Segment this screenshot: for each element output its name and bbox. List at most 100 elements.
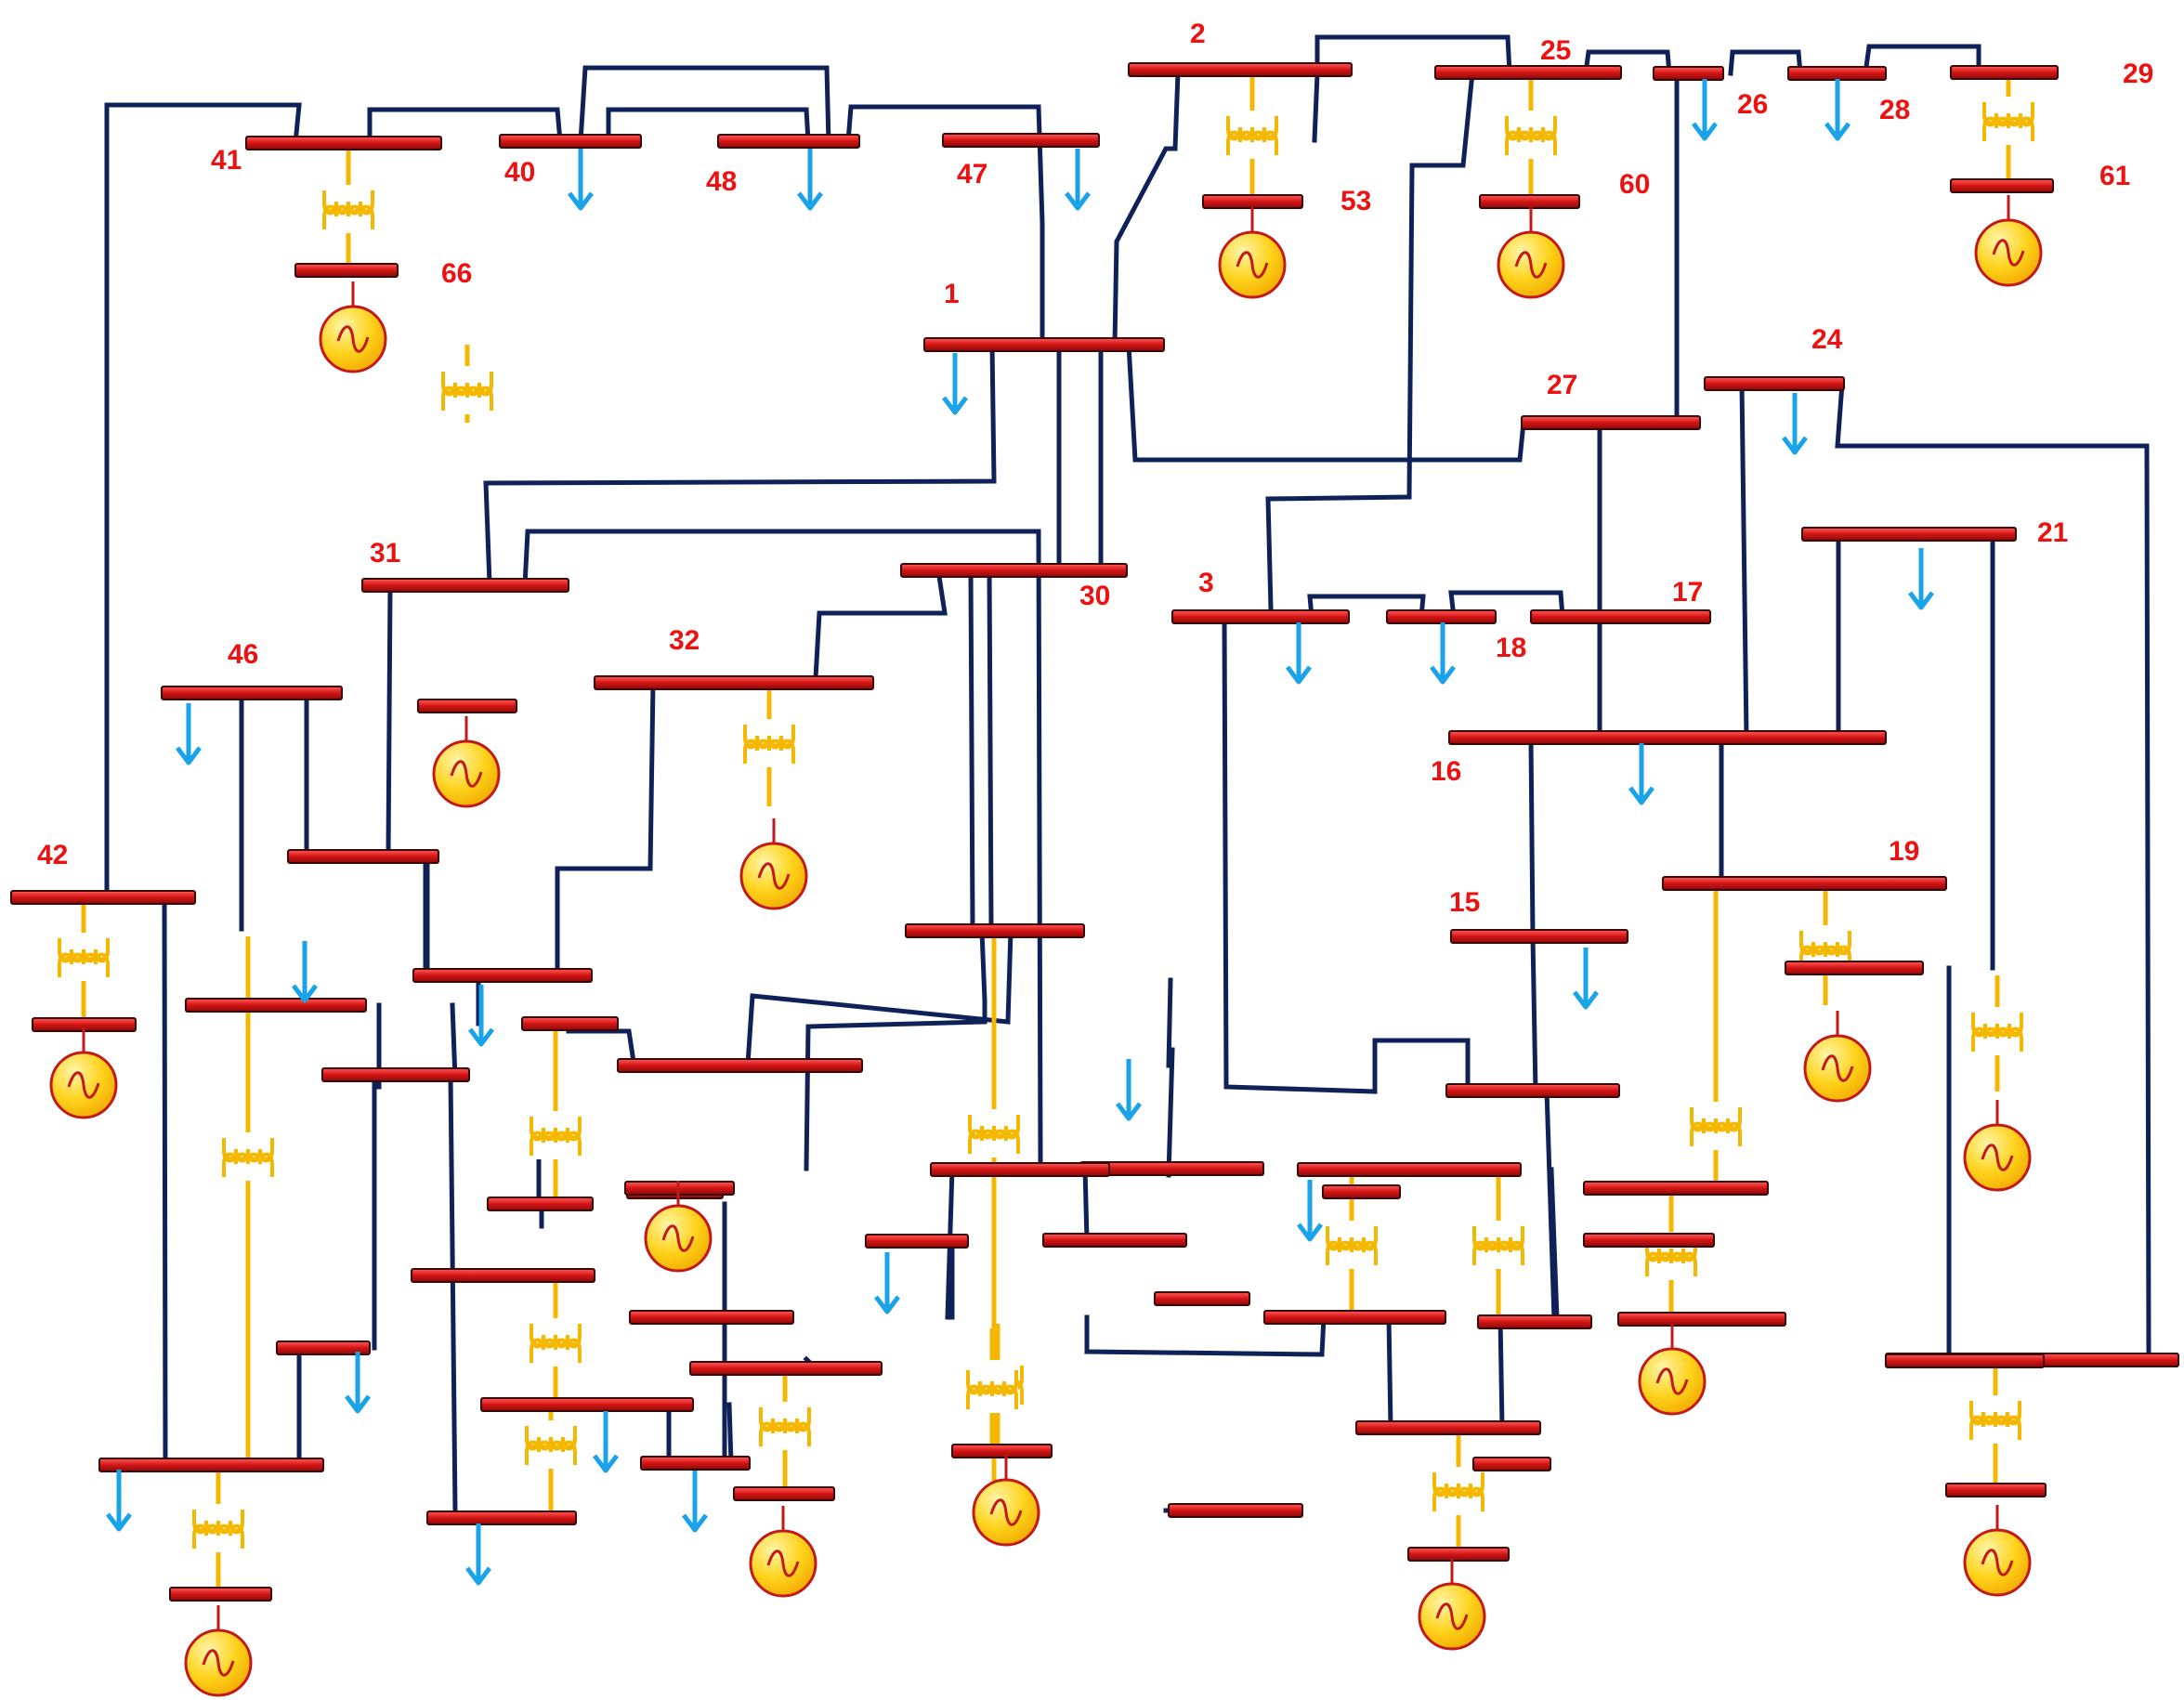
- bus-bar: [161, 686, 343, 700]
- bus-bar: [321, 1067, 470, 1082]
- transmission-line: [745, 928, 1014, 1066]
- transmission-line: [1222, 614, 1471, 1094]
- transmission-line: [1583, 49, 1672, 76]
- bus-bar: [930, 1162, 1110, 1177]
- transmission-line: [813, 568, 948, 681]
- transmission-line: [1084, 1314, 1327, 1357]
- bus-bar: [640, 1456, 751, 1471]
- bus-bar: [245, 136, 442, 150]
- load-arrow-icon: [874, 1252, 900, 1314]
- bus-bar: [1168, 1503, 1303, 1518]
- transformer-icon: [530, 1111, 582, 1159]
- bus-bar: [717, 134, 860, 149]
- generator-icon: [739, 818, 808, 910]
- bus-label-19: 19: [1889, 836, 1919, 867]
- transmission-line: [987, 568, 994, 932]
- transformer-icon: [1226, 111, 1278, 159]
- transmission-line: [1082, 1166, 1090, 1243]
- bus-label-17: 17: [1672, 577, 1703, 608]
- generator-icon: [1974, 195, 2043, 287]
- bus-bar: [865, 1234, 969, 1249]
- load-arrow-icon: [593, 1411, 619, 1473]
- bus-bar: [923, 337, 1165, 352]
- generator-icon: [184, 1605, 253, 1697]
- bus-bar: [1477, 1314, 1592, 1329]
- bus-label-61: 61: [2099, 161, 2130, 191]
- bus-bar: [1263, 1310, 1446, 1325]
- bus-bar: [1945, 1483, 2047, 1497]
- transformer-icon: [222, 1132, 274, 1181]
- transmission-line: [845, 104, 1045, 347]
- bus-bar: [98, 1458, 324, 1472]
- bus-bar: [1704, 376, 1845, 391]
- bus-label-53: 53: [1340, 186, 1371, 216]
- bus-bar: [900, 563, 1128, 578]
- transformer-icon: [1326, 1221, 1378, 1269]
- bus-label-41: 41: [211, 145, 242, 176]
- transmission-line: [367, 107, 563, 146]
- bus-label-66: 66: [441, 258, 472, 289]
- load-arrow-icon: [1692, 79, 1718, 141]
- bus-bar: [1885, 1353, 2045, 1368]
- transmission-line: [1863, 44, 1981, 76]
- bus-bar: [426, 1510, 577, 1525]
- transformer-icon: [1505, 111, 1557, 159]
- bus-bar: [487, 1197, 594, 1211]
- transformer-icon: [1432, 1467, 1484, 1515]
- generator-icon: [49, 1027, 118, 1119]
- bus-bar: [361, 578, 569, 593]
- bus-bar: [1202, 194, 1303, 209]
- transmission-line: [1166, 1047, 1175, 1178]
- load-arrow-icon: [176, 703, 202, 765]
- loads: [106, 79, 1934, 1586]
- transformer-icon: [759, 1402, 811, 1450]
- transformer-icon: [322, 185, 374, 233]
- bus-label-15: 15: [1449, 887, 1480, 918]
- load-arrow-icon: [1573, 948, 1599, 1010]
- bus-label-32: 32: [669, 625, 700, 656]
- transmission-line: [386, 582, 393, 856]
- generator-icon: [972, 1455, 1040, 1547]
- load-arrow-icon: [1297, 1180, 1323, 1242]
- transmission-line: [1112, 70, 1181, 347]
- bus-bar: [1450, 929, 1628, 944]
- transmission-lines: [104, 34, 2151, 1514]
- generator-icon: [1803, 1011, 1872, 1103]
- bus-label-28: 28: [1879, 95, 1910, 125]
- transmission-line: [1265, 70, 1475, 611]
- transmission-line: [1728, 49, 1803, 76]
- bus-label-21: 21: [2037, 517, 2068, 548]
- transmission-line: [1166, 977, 1173, 1068]
- transmission-line: [1835, 381, 2151, 1363]
- transmission-line: [578, 65, 831, 146]
- bus-bar: [617, 1058, 863, 1073]
- bus-bar: [1653, 66, 1724, 81]
- transformer-icon: [966, 1365, 1018, 1413]
- transformer-icon: [1982, 97, 2034, 145]
- transmission-line: [483, 342, 997, 586]
- bus-bar: [1322, 1184, 1401, 1199]
- transmission-line: [606, 107, 811, 144]
- bus-bar: [1950, 65, 2059, 80]
- bus-label-16: 16: [1431, 756, 1461, 787]
- bus-bar: [499, 134, 642, 149]
- load-arrow-icon: [568, 149, 594, 211]
- generator-icon: [1218, 207, 1287, 299]
- load-arrow-icon: [1116, 1059, 1142, 1121]
- bus-bar: [521, 1016, 619, 1031]
- bus-bar: [1042, 1233, 1187, 1248]
- transformer-icon: [743, 719, 795, 767]
- transmission-line: [1448, 590, 1565, 620]
- bus-label-18: 18: [1496, 633, 1526, 663]
- bus-bar: [689, 1361, 883, 1376]
- bus-bar: [733, 1486, 835, 1501]
- load-arrow-icon: [292, 941, 318, 1003]
- transmission-line: [162, 895, 168, 1468]
- generator-icon: [644, 1181, 713, 1273]
- generator-icon: [1497, 207, 1565, 299]
- bus-bar: [1617, 1312, 1786, 1327]
- transmission-line: [804, 928, 987, 1171]
- transmission-line: [555, 680, 656, 974]
- load-arrow-icon: [468, 985, 494, 1047]
- bus-bar: [1787, 66, 1887, 81]
